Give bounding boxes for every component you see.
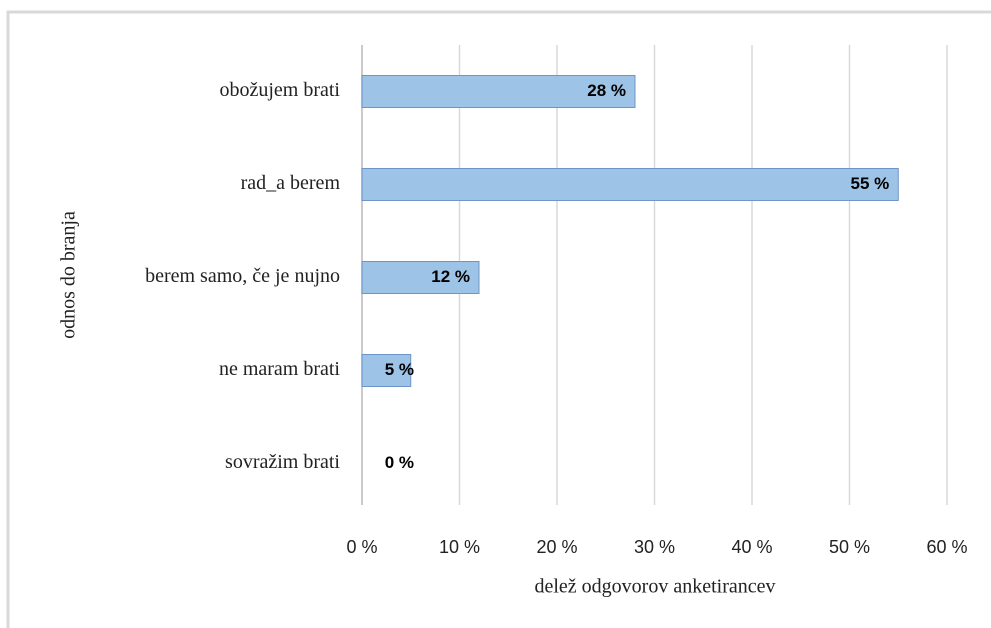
value-label: 12 % [431,267,470,286]
y-tick-label: obožujem brati [219,79,340,101]
x-tick-label: 20 % [536,537,577,557]
bar [361,261,480,294]
value-label: 0 % [385,453,414,472]
x-tick-label: 10 % [439,537,480,557]
x-axis-title: delež odgovorov anketirancev [534,576,775,598]
y-tick-label: berem samo, če je nujno [145,265,340,287]
x-tick-label: 0 % [346,537,377,557]
y-axis-title: odnos do branja [58,211,80,339]
value-label: 28 % [587,81,626,100]
x-tick-label: 60 % [926,537,967,557]
y-tick-label: rad_a berem [241,172,341,194]
y-tick-label: sovražim brati [225,451,340,473]
x-tick-label: 30 % [634,537,675,557]
value-label: 5 % [385,360,414,379]
x-tick-label: 40 % [731,537,772,557]
value-label: 55 % [851,174,890,193]
frame [6,10,991,628]
y-tick-label: ne maram brati [219,358,340,380]
x-tick-label: 50 % [829,537,870,557]
bar [361,354,412,387]
bar [361,75,636,108]
bar [361,168,899,201]
